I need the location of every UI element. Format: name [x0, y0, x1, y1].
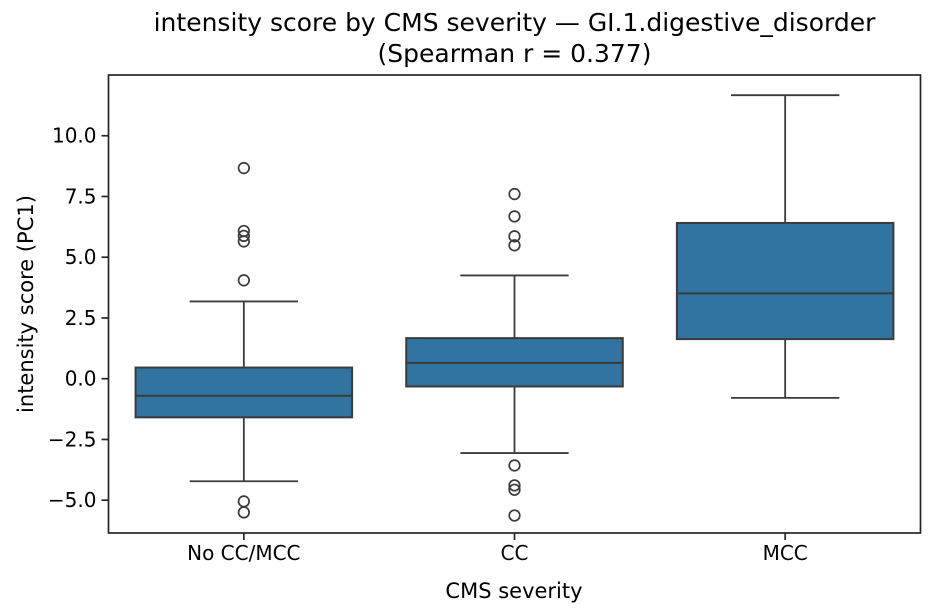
iqr-box: [675, 221, 895, 341]
outlier-point: [237, 235, 250, 248]
y-tick-label: 10.0: [52, 124, 97, 148]
x-axis-label: CMS severity: [445, 579, 583, 603]
chart-title-block: intensity score by CMS severity — GI.1.d…: [108, 8, 921, 69]
y-tick-label: 5.0: [65, 245, 97, 269]
outlier-point: [508, 210, 521, 223]
chart-title: intensity score by CMS severity — GI.1.d…: [153, 8, 876, 37]
y-tick-label: 0.0: [65, 367, 97, 391]
outlier-point: [508, 479, 521, 492]
outlier-point: [237, 506, 250, 519]
outlier-point: [508, 509, 521, 522]
outlier-point: [508, 230, 521, 243]
outlier-point: [508, 459, 521, 472]
outlier-point: [508, 483, 521, 496]
outlier-point: [237, 229, 250, 242]
outlier-point: [508, 187, 521, 201]
outlier-point: [508, 239, 521, 252]
iqr-box: [134, 366, 354, 419]
x-tick-label: MCC: [763, 541, 808, 565]
y-tick-label: 2.5: [65, 306, 97, 330]
outlier-point: [237, 495, 250, 508]
outlier-point: [237, 274, 250, 287]
x-tick-label: No CC/MCC: [187, 541, 300, 565]
y-tick-label: −5.0: [48, 488, 97, 512]
chart-subtitle: (Spearman r = 0.377): [377, 38, 652, 68]
y-tick-label: −2.5: [48, 427, 97, 451]
outlier-point: [237, 161, 250, 175]
y-axis-label: intensity score (PC1): [14, 195, 38, 413]
y-tick-label: 7.5: [65, 184, 97, 208]
x-tick-label: CC: [501, 541, 529, 565]
